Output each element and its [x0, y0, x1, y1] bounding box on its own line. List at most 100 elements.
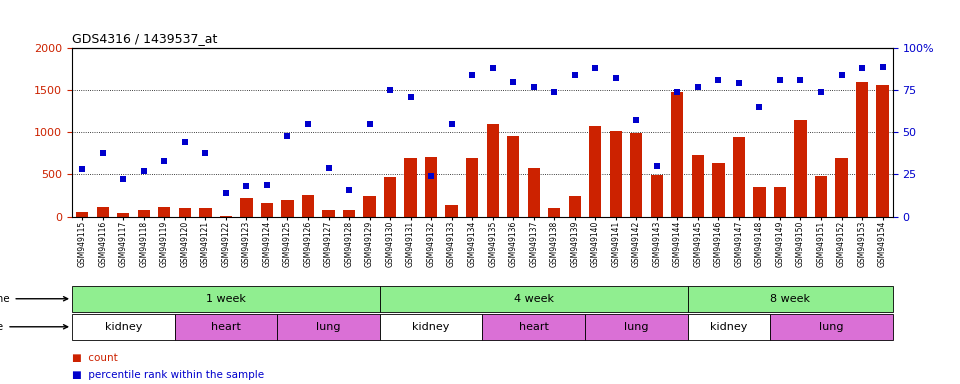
Bar: [568, 196, 581, 217]
Bar: [445, 205, 458, 217]
Bar: [384, 177, 396, 217]
Bar: [589, 126, 601, 217]
Bar: [323, 210, 335, 217]
Bar: [466, 159, 478, 217]
Point: [813, 89, 828, 95]
Point: [95, 149, 110, 156]
Bar: [732, 137, 745, 217]
Point: [279, 132, 295, 139]
Bar: [175, 314, 277, 340]
Point: [136, 168, 152, 174]
Bar: [687, 286, 893, 312]
Point: [690, 84, 706, 90]
Bar: [774, 187, 786, 217]
Text: tissue: tissue: [0, 322, 67, 332]
Bar: [343, 210, 355, 217]
Text: ■  count: ■ count: [72, 353, 118, 363]
Point: [444, 121, 459, 127]
Bar: [240, 198, 252, 217]
Point: [752, 104, 767, 110]
Bar: [281, 200, 294, 217]
Point: [546, 89, 562, 95]
Bar: [277, 314, 380, 340]
Bar: [651, 175, 663, 217]
Point: [649, 163, 664, 169]
Point: [875, 63, 890, 70]
Bar: [487, 124, 499, 217]
Point: [75, 166, 90, 172]
Bar: [72, 286, 380, 312]
Text: kidney: kidney: [710, 322, 747, 332]
Point: [362, 121, 377, 127]
Text: ■  percentile rank within the sample: ■ percentile rank within the sample: [72, 370, 264, 380]
Text: heart: heart: [211, 322, 241, 332]
Bar: [301, 195, 314, 217]
Point: [423, 173, 439, 179]
Point: [178, 139, 193, 146]
Bar: [380, 314, 483, 340]
Bar: [200, 208, 211, 217]
Bar: [483, 314, 585, 340]
Point: [710, 77, 726, 83]
Text: time: time: [0, 294, 67, 304]
Point: [403, 94, 419, 100]
Point: [115, 176, 131, 182]
Bar: [220, 216, 232, 217]
Point: [156, 158, 172, 164]
Bar: [158, 207, 171, 217]
Bar: [794, 121, 806, 217]
Point: [485, 65, 500, 71]
Bar: [548, 208, 561, 217]
Bar: [380, 286, 687, 312]
Bar: [585, 314, 687, 340]
Point: [382, 87, 397, 93]
Point: [588, 65, 603, 71]
Bar: [179, 208, 191, 217]
Text: heart: heart: [518, 322, 548, 332]
Bar: [117, 213, 130, 217]
Bar: [261, 203, 273, 217]
Point: [506, 79, 521, 85]
Point: [629, 118, 644, 124]
Bar: [770, 314, 893, 340]
Bar: [404, 157, 417, 217]
Point: [732, 80, 747, 86]
Bar: [687, 314, 770, 340]
Text: lung: lung: [316, 322, 341, 332]
Point: [300, 121, 316, 127]
Text: 8 week: 8 week: [770, 294, 810, 304]
Bar: [692, 155, 704, 217]
Point: [259, 182, 275, 188]
Text: GDS4316 / 1439537_at: GDS4316 / 1439537_at: [72, 32, 217, 45]
Bar: [671, 92, 684, 217]
Bar: [76, 212, 88, 217]
Bar: [137, 210, 150, 217]
Text: lung: lung: [819, 322, 844, 332]
Point: [526, 84, 541, 90]
Bar: [856, 82, 868, 217]
Point: [772, 77, 787, 83]
Bar: [425, 157, 437, 217]
Bar: [815, 176, 828, 217]
Bar: [507, 136, 519, 217]
Bar: [876, 85, 889, 217]
Bar: [72, 314, 175, 340]
Point: [567, 72, 583, 78]
Point: [793, 77, 808, 83]
Point: [321, 165, 336, 171]
Text: 1 week: 1 week: [206, 294, 246, 304]
Point: [465, 72, 480, 78]
Bar: [712, 163, 725, 217]
Point: [834, 72, 850, 78]
Point: [670, 89, 685, 95]
Text: kidney: kidney: [413, 322, 450, 332]
Bar: [630, 133, 642, 217]
Bar: [97, 207, 108, 217]
Bar: [754, 187, 765, 217]
Bar: [610, 131, 622, 217]
Point: [608, 75, 623, 81]
Text: kidney: kidney: [105, 322, 142, 332]
Text: lung: lung: [624, 322, 649, 332]
Point: [854, 65, 870, 71]
Point: [342, 187, 357, 193]
